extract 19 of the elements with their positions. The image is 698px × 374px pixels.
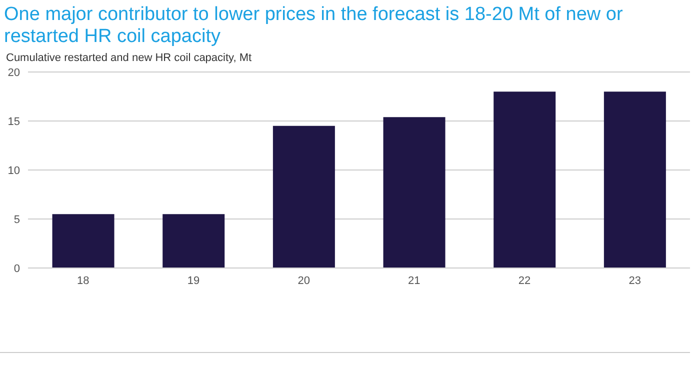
y-tick-label: 0 — [14, 262, 20, 275]
y-tick-label: 20 — [8, 66, 20, 79]
y-tick-label: 15 — [8, 116, 20, 128]
bar — [52, 214, 114, 268]
chart-title: One major contributor to lower prices in the forecast is 18-20 Mt of new or restarted HR coil capacity — [3, 3, 624, 48]
bar — [383, 117, 446, 268]
y-tick-label: 5 — [14, 214, 20, 226]
bar — [604, 92, 666, 268]
x-tick-label: 19 — [187, 274, 200, 287]
chart-subtitle: Cumulative restarted and new HR coil capacity, Mt — [5, 51, 253, 64]
bar — [272, 126, 335, 268]
bar — [162, 214, 225, 268]
y-tick-label: 10 — [8, 164, 20, 177]
x-tick-label: 23 — [628, 274, 641, 287]
bar — [494, 92, 556, 268]
x-tick-label: 18 — [77, 274, 90, 287]
x-tick-label: 22 — [518, 274, 531, 287]
x-tick-label: 20 — [298, 274, 310, 287]
x-tick-label: 21 — [408, 274, 420, 287]
